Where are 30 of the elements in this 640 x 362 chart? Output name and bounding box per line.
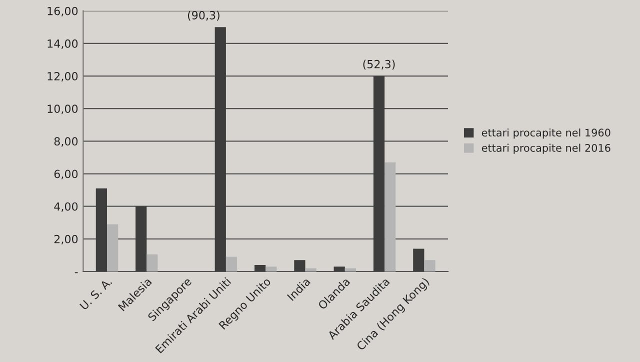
y-tick-label: 14,00 — [48, 39, 78, 49]
y-tick-label: 16,00 — [48, 6, 78, 16]
bar — [96, 188, 107, 272]
bar — [373, 76, 385, 272]
bar — [384, 162, 396, 272]
legend-label: ettari procapite nel 2016 — [482, 144, 610, 154]
bar — [266, 266, 277, 272]
bar — [106, 224, 118, 272]
y-tick-label: - — [74, 272, 78, 274]
bar — [344, 268, 356, 272]
bar — [214, 27, 226, 272]
bar — [146, 254, 158, 272]
legend-label: ettari procapite nel 1960 — [482, 128, 610, 139]
bar — [226, 256, 238, 272]
y-tick-label: 10,00 — [48, 104, 78, 114]
annotation: (90,3) — [188, 10, 220, 21]
bar — [424, 260, 436, 272]
y-tick-label: 2,00 — [54, 234, 78, 244]
bar — [254, 264, 266, 272]
y-tick-label: 12,00 — [48, 72, 78, 82]
bar — [413, 248, 424, 272]
x-tick-label: U. S. A. — [79, 277, 112, 310]
y-tick-label: 4,00 — [54, 202, 78, 212]
bar — [334, 266, 345, 272]
bar — [294, 260, 306, 272]
bar — [305, 268, 316, 272]
y-tick-label: 6,00 — [54, 170, 78, 180]
bar — [136, 206, 147, 272]
y-tick-label: 8,00 — [54, 137, 78, 147]
annotation: (52,3) — [363, 60, 395, 70]
